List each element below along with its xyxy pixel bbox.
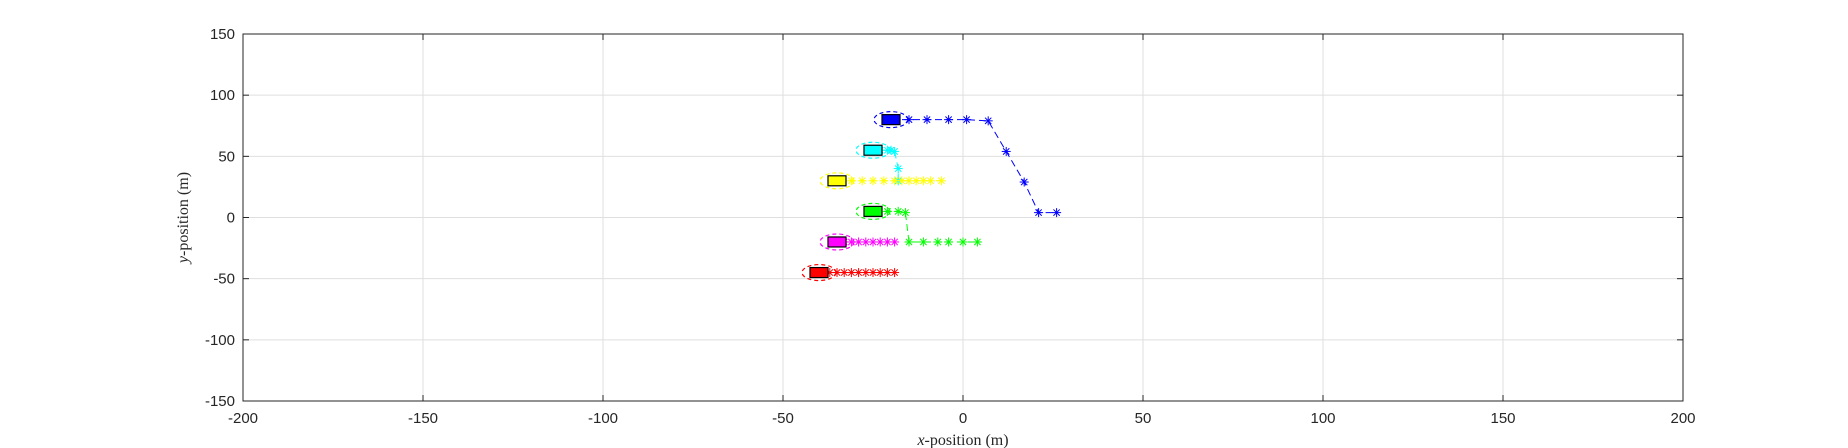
- x-tick-label: 0: [959, 410, 967, 427]
- y-tick-label: -150: [205, 393, 235, 410]
- series-0: [873, 111, 1062, 218]
- x-tick-label: 100: [1310, 410, 1335, 427]
- trajectory-point: [944, 115, 954, 125]
- trajectory-point: [922, 115, 932, 125]
- vehicle-safety-ellipse: [819, 172, 855, 190]
- trajectory-point: [926, 176, 936, 186]
- trajectory-line: [891, 119, 1057, 214]
- vehicle-safety-ellipse: [855, 141, 891, 159]
- trajectory-line: [873, 210, 978, 243]
- trajectory-point: [936, 176, 946, 186]
- vehicle-safety-ellipse: [801, 263, 837, 282]
- vehicle-body: [827, 175, 847, 187]
- y-tick-label: -50: [213, 271, 235, 288]
- vehicle-body: [881, 114, 901, 126]
- vehicle-body: [863, 205, 883, 217]
- vehicle-safety-ellipse: [819, 233, 855, 251]
- x-tick-label: -150: [408, 410, 438, 427]
- trajectory-point: [944, 237, 954, 247]
- grid-lines: [243, 34, 1683, 401]
- vehicle-body: [863, 144, 883, 156]
- axis-ticks: -200 -150 -100 -50 0 50 100 150 200-150-100-5005…: [205, 26, 1696, 427]
- trajectory-point: [904, 115, 914, 125]
- trajectory-point: [893, 206, 903, 216]
- series-5: [801, 263, 900, 282]
- y-tick-label: -100: [205, 332, 235, 349]
- vehicle-body: [827, 236, 847, 248]
- series-layer: [801, 111, 1062, 282]
- y-tick-label: 100: [210, 87, 235, 104]
- trajectory-point: [890, 237, 900, 247]
- y-axis-label-var: y: [175, 255, 192, 265]
- x-tick-label: 200: [1670, 410, 1695, 427]
- series-4: [819, 233, 900, 251]
- trajectory-point: [958, 237, 968, 247]
- trajectory-point: [893, 164, 903, 174]
- trajectory-point: [983, 116, 993, 126]
- trajectory-point: [1019, 177, 1029, 187]
- series-2: [819, 172, 946, 190]
- x-axis-label-rest: -position (m): [925, 432, 1009, 448]
- y-axis-label-rest: -position (m): [175, 172, 192, 256]
- trajectory-point: [1034, 208, 1044, 218]
- trajectory-point: [900, 208, 910, 218]
- trajectory-point: [933, 237, 943, 247]
- x-axis-label-var: x: [916, 432, 924, 448]
- trajectory-point: [962, 115, 972, 125]
- trajectory-point: [904, 237, 914, 247]
- trajectory-point: [890, 146, 900, 156]
- trajectory-point: [904, 176, 914, 186]
- y-tick-label: 0: [227, 210, 235, 227]
- x-tick-label: 50: [1135, 410, 1152, 427]
- vehicle-body: [809, 266, 829, 279]
- x-axis-label: x-position (m): [916, 432, 1008, 448]
- x-tick-label: -100: [588, 410, 618, 427]
- vehicle-safety-ellipse: [873, 111, 909, 129]
- y-tick-label: 150: [210, 26, 235, 43]
- y-tick-label: 50: [218, 148, 235, 165]
- trajectory-point: [868, 176, 878, 186]
- x-tick-label: 150: [1490, 410, 1515, 427]
- trajectory-point: [1001, 146, 1011, 156]
- vehicle-safety-ellipse: [855, 202, 891, 220]
- series-3: [855, 202, 982, 247]
- trajectory-point: [897, 176, 907, 186]
- trajectory-point: [890, 268, 900, 278]
- trajectory-point: [857, 176, 867, 186]
- trajectory-point: [918, 237, 928, 247]
- trajectory-point: [1052, 208, 1062, 218]
- trajectory-point: [861, 268, 871, 278]
- trajectory-point: [879, 176, 889, 186]
- x-tick-label: -200: [228, 410, 258, 427]
- y-axis-label: y-position (m): [175, 172, 192, 265]
- x-tick-label: -50: [772, 410, 794, 427]
- trajectory-point: [972, 237, 982, 247]
